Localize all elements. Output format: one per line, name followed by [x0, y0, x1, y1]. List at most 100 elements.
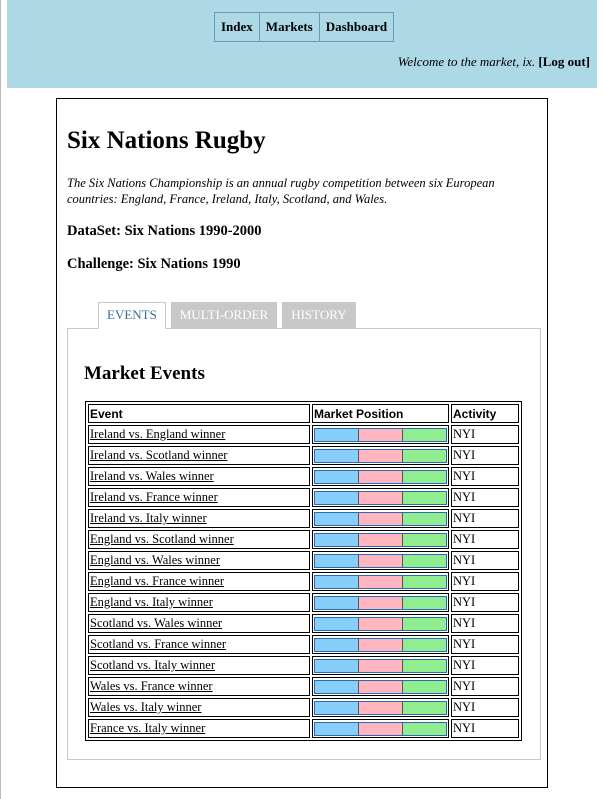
- tab-history[interactable]: HISTORY: [282, 302, 356, 328]
- event-link[interactable]: Ireland vs. France winner: [90, 490, 218, 504]
- market-position-segment: [403, 449, 446, 462]
- event-link[interactable]: Scotland vs. Wales winner: [90, 616, 223, 630]
- event-link[interactable]: Wales vs. France winner: [90, 679, 213, 693]
- event-link[interactable]: Scotland vs. Italy winner: [90, 658, 215, 672]
- activity-cell: NYI: [451, 614, 519, 633]
- main-nav: Index Markets Dashboard: [214, 12, 395, 42]
- market-position-segment: [403, 638, 446, 651]
- activity-cell: NYI: [451, 572, 519, 591]
- event-cell: Ireland vs. France winner: [88, 488, 310, 507]
- market-position-cell: [312, 614, 449, 633]
- event-cell: Ireland vs. Scotland winner: [88, 446, 310, 465]
- market-position-bar: [314, 427, 447, 442]
- market-position-segment: [403, 428, 446, 441]
- market-position-segment: [403, 491, 446, 504]
- market-position-segment: [403, 701, 446, 714]
- event-link[interactable]: Scotland vs. France winner: [90, 637, 227, 651]
- column-header-activity: Activity: [451, 404, 519, 423]
- market-position-bar: [314, 721, 447, 736]
- market-position-segment: [359, 470, 403, 483]
- market-position-segment: [359, 428, 403, 441]
- market-position-segment: [315, 596, 359, 609]
- column-header-market-position: Market Position: [312, 404, 449, 423]
- market-position-segment: [315, 701, 359, 714]
- event-link[interactable]: France vs. Italy winner: [90, 721, 206, 735]
- activity-cell: NYI: [451, 656, 519, 675]
- market-position-cell: [312, 635, 449, 654]
- event-cell: Scotland vs. France winner: [88, 635, 310, 654]
- market-position-segment: [359, 554, 403, 567]
- tab-events[interactable]: EVENTS: [98, 302, 166, 329]
- market-position-segment: [359, 659, 403, 672]
- market-position-cell: [312, 656, 449, 675]
- event-link[interactable]: Ireland vs. Italy winner: [90, 511, 207, 525]
- market-position-bar: [314, 448, 447, 463]
- logout-link[interactable]: [Log out]: [538, 54, 590, 69]
- page-title: Six Nations Rugby: [67, 127, 266, 154]
- event-link[interactable]: England vs. Italy winner: [90, 595, 213, 609]
- event-cell: England vs. Wales winner: [88, 551, 310, 570]
- market-position-cell: [312, 572, 449, 591]
- market-position-bar: [314, 469, 447, 484]
- market-position-segment: [403, 596, 446, 609]
- market-position-segment: [403, 722, 446, 735]
- market-position-bar: [314, 595, 447, 610]
- nav-markets-link[interactable]: Markets: [260, 13, 320, 41]
- table-row: Ireland vs. Italy winner NYI: [88, 509, 519, 528]
- market-position-bar: [314, 679, 447, 694]
- market-position-cell: [312, 488, 449, 507]
- event-link[interactable]: Ireland vs. Scotland winner: [90, 448, 228, 462]
- market-position-bar: [314, 532, 447, 547]
- market-position-cell: [312, 446, 449, 465]
- market-position-segment: [403, 554, 446, 567]
- event-link[interactable]: England vs. Wales winner: [90, 553, 220, 567]
- nav-index-link[interactable]: Index: [215, 13, 260, 41]
- activity-cell: NYI: [451, 551, 519, 570]
- event-link[interactable]: Ireland vs. Wales winner: [90, 469, 214, 483]
- event-cell: England vs. Scotland winner: [88, 530, 310, 549]
- market-position-cell: [312, 530, 449, 549]
- market-position-segment: [403, 617, 446, 630]
- events-tab-content: Market Events Event Market Position Acti…: [67, 328, 541, 760]
- market-position-cell: [312, 593, 449, 612]
- event-cell: England vs. France winner: [88, 572, 310, 591]
- event-cell: France vs. Italy winner: [88, 719, 310, 738]
- market-position-cell: [312, 719, 449, 738]
- tab-bar: EVENTS MULTI-ORDER HISTORY: [98, 302, 361, 329]
- market-position-segment: [315, 659, 359, 672]
- market-position-segment: [359, 575, 403, 588]
- market-position-segment: [315, 554, 359, 567]
- activity-cell: NYI: [451, 677, 519, 696]
- market-position-segment: [315, 722, 359, 735]
- event-link[interactable]: England vs. France winner: [90, 574, 224, 588]
- event-cell: Ireland vs. Italy winner: [88, 509, 310, 528]
- market-position-segment: [359, 722, 403, 735]
- market-position-segment: [315, 617, 359, 630]
- event-link[interactable]: Wales vs. Italy winner: [90, 700, 202, 714]
- table-row: Ireland vs. Wales winner NYI: [88, 467, 519, 486]
- market-position-bar: [314, 553, 447, 568]
- event-link[interactable]: England vs. Scotland winner: [90, 532, 234, 546]
- market-position-segment: [315, 470, 359, 483]
- table-row: Wales vs. France winner NYI: [88, 677, 519, 696]
- market-position-segment: [359, 596, 403, 609]
- table-row: Wales vs. Italy winner NYI: [88, 698, 519, 717]
- nav-dashboard-link[interactable]: Dashboard: [325, 19, 388, 34]
- market-position-bar: [314, 574, 447, 589]
- market-position-segment: [403, 512, 446, 525]
- top-bar: Index Markets Dashboard Welcome to the m…: [7, 0, 597, 88]
- table-row: Scotland vs. Italy winner NYI: [88, 656, 519, 675]
- event-cell: Wales vs. Italy winner: [88, 698, 310, 717]
- event-link[interactable]: Ireland vs. England winner: [90, 427, 226, 441]
- market-position-cell: [312, 467, 449, 486]
- activity-cell: NYI: [451, 635, 519, 654]
- market-position-segment: [315, 428, 359, 441]
- market-description: The Six Nations Championship is an annua…: [67, 176, 495, 206]
- activity-cell: NYI: [451, 593, 519, 612]
- tab-multi-order[interactable]: MULTI-ORDER: [170, 302, 278, 328]
- table-row: England vs. Scotland winner NYI: [88, 530, 519, 549]
- activity-cell: NYI: [451, 446, 519, 465]
- market-position-cell: [312, 551, 449, 570]
- market-position-bar: [314, 700, 447, 715]
- market-events-table: Event Market Position Activity Ireland v…: [85, 401, 522, 741]
